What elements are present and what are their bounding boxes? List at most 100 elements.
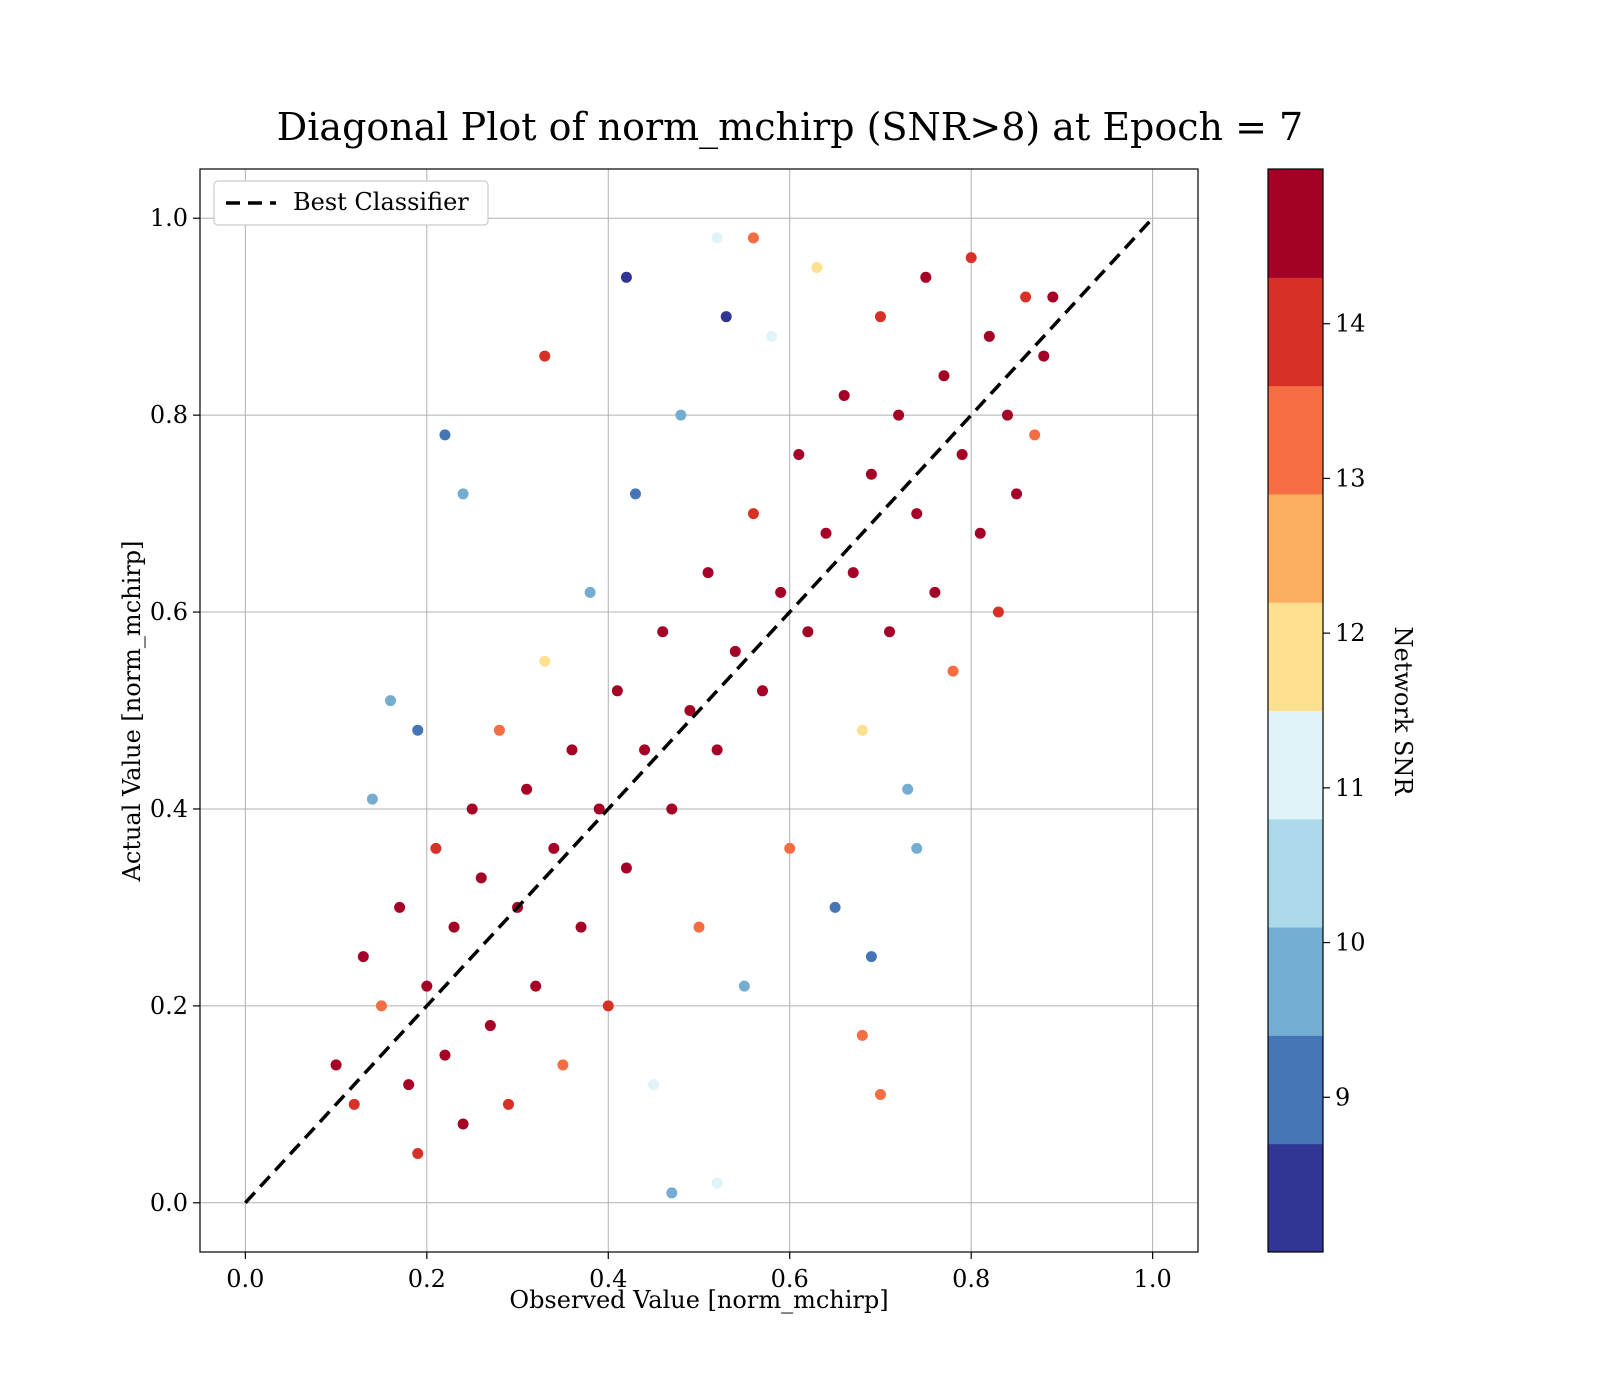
scatter-point <box>884 626 896 638</box>
scatter-point <box>439 429 451 441</box>
scatter-point <box>412 724 424 736</box>
scatter-point <box>856 1029 868 1041</box>
scatter-point <box>947 665 959 677</box>
scatter-point <box>684 705 696 716</box>
scatter-point <box>629 488 641 500</box>
scatter-point <box>648 1079 660 1091</box>
scatter-point <box>711 232 723 244</box>
scatter-point <box>775 586 787 598</box>
scatter-point <box>747 508 759 520</box>
scatter-point <box>448 921 460 933</box>
scatter-point <box>711 744 723 756</box>
legend-box <box>213 180 489 226</box>
colorbar-segment <box>1268 385 1323 495</box>
scatter-point <box>620 271 632 283</box>
colorbar: 9 10 11 12 13 14 <box>1267 168 1366 1253</box>
scatter-point <box>893 409 905 421</box>
scatter-point <box>802 626 814 638</box>
scatter-point <box>366 793 378 805</box>
scatter-point <box>394 901 406 913</box>
scatter-point <box>566 744 578 756</box>
scatter-point <box>602 1000 614 1012</box>
scatter-point <box>856 724 868 736</box>
x-tick-label: 0.0 <box>226 1265 264 1293</box>
scatter-point <box>965 252 977 264</box>
colorbar-segment <box>1268 493 1323 603</box>
colorbar-segment <box>1268 1143 1323 1253</box>
scatter-point <box>838 389 850 401</box>
scatter-point <box>829 901 841 913</box>
chart-title: Diagonal Plot of norm_mchirp (SNR>8) at … <box>277 105 1303 150</box>
scatter-point <box>793 449 805 461</box>
x-tick-label: 1.0 <box>1134 1265 1172 1293</box>
scatter-point <box>584 586 596 598</box>
y-tick-label: 0.6 <box>150 598 188 626</box>
scatter-point <box>865 951 877 963</box>
colorbar-segment <box>1268 169 1323 278</box>
scatter-point <box>983 330 995 342</box>
scatter-point <box>720 311 732 323</box>
scatter-point <box>865 468 877 480</box>
scatter-point <box>412 1148 424 1160</box>
scatter-point <box>974 527 986 539</box>
scatter-point <box>1011 488 1023 500</box>
plot-area: 0.0 0.2 0.4 0.6 0.8 1.0 0.0 0.2 0.4 0.6 0.8 1.0 <box>150 168 1199 1293</box>
scatter-point <box>357 951 369 963</box>
scatter-point <box>539 655 551 667</box>
scatter-point <box>847 567 859 579</box>
scatter-points <box>330 232 1059 1199</box>
scatter-point <box>702 567 714 579</box>
scatter-point <box>874 1088 886 1100</box>
scatter-point <box>811 261 823 273</box>
colorbar-segment <box>1268 818 1323 928</box>
y-tick-label: 0.0 <box>150 1189 188 1217</box>
y-tick-label: 0.2 <box>150 992 188 1020</box>
scatter-point <box>820 527 832 539</box>
colorbar-segment <box>1268 1035 1323 1145</box>
scatter-point <box>548 842 560 854</box>
scatter-point <box>766 330 778 342</box>
legend: Best Classifier <box>213 180 489 226</box>
scatter-point <box>385 695 397 707</box>
scatter-point <box>1001 409 1013 421</box>
colorbar-segment <box>1268 602 1323 711</box>
scatter-point <box>992 606 1004 618</box>
scatter-point <box>938 370 950 382</box>
scatter-point <box>421 980 433 992</box>
scatter-point <box>666 1187 678 1199</box>
scatter-point <box>348 1098 360 1110</box>
scatter-point <box>557 1059 569 1071</box>
colorbar-tick-label: 10 <box>1335 929 1366 957</box>
scatter-point <box>430 842 442 854</box>
y-ticks: 0.0 0.2 0.4 0.6 0.8 1.0 <box>150 204 200 1217</box>
scatter-point <box>929 586 941 598</box>
scatter-point <box>1020 291 1032 303</box>
colorbar-segment <box>1268 927 1323 1036</box>
scatter-point <box>729 645 741 657</box>
x-ticks: 0.0 0.2 0.4 0.6 0.8 1.0 <box>226 1252 1172 1293</box>
y-tick-label: 0.8 <box>150 401 188 429</box>
x-tick-label: 0.4 <box>589 1265 627 1293</box>
scatter-point <box>475 872 487 884</box>
scatter-point <box>911 842 923 854</box>
colorbar-label: Network SNR <box>1389 627 1417 797</box>
y-axis-label: Actual Value [norm_mchirp] <box>118 541 146 883</box>
scatter-point <box>757 685 769 697</box>
y-tick-label: 1.0 <box>150 204 188 232</box>
scatter-point <box>493 724 505 736</box>
scatter-point <box>457 1118 469 1130</box>
scatter-point <box>593 803 605 815</box>
scatter-point <box>738 980 750 992</box>
colorbar-segment <box>1268 277 1323 387</box>
colorbar-tick-label: 11 <box>1335 774 1366 802</box>
scatter-point <box>484 1020 496 1032</box>
scatter-point <box>375 1000 387 1012</box>
scatter-point <box>466 803 478 815</box>
scatter-point <box>666 803 678 815</box>
scatter-point <box>403 1079 415 1091</box>
scatter-point <box>920 271 932 283</box>
scatter-point <box>747 232 759 244</box>
x-tick-label: 0.6 <box>771 1265 809 1293</box>
scatter-point <box>693 921 705 933</box>
